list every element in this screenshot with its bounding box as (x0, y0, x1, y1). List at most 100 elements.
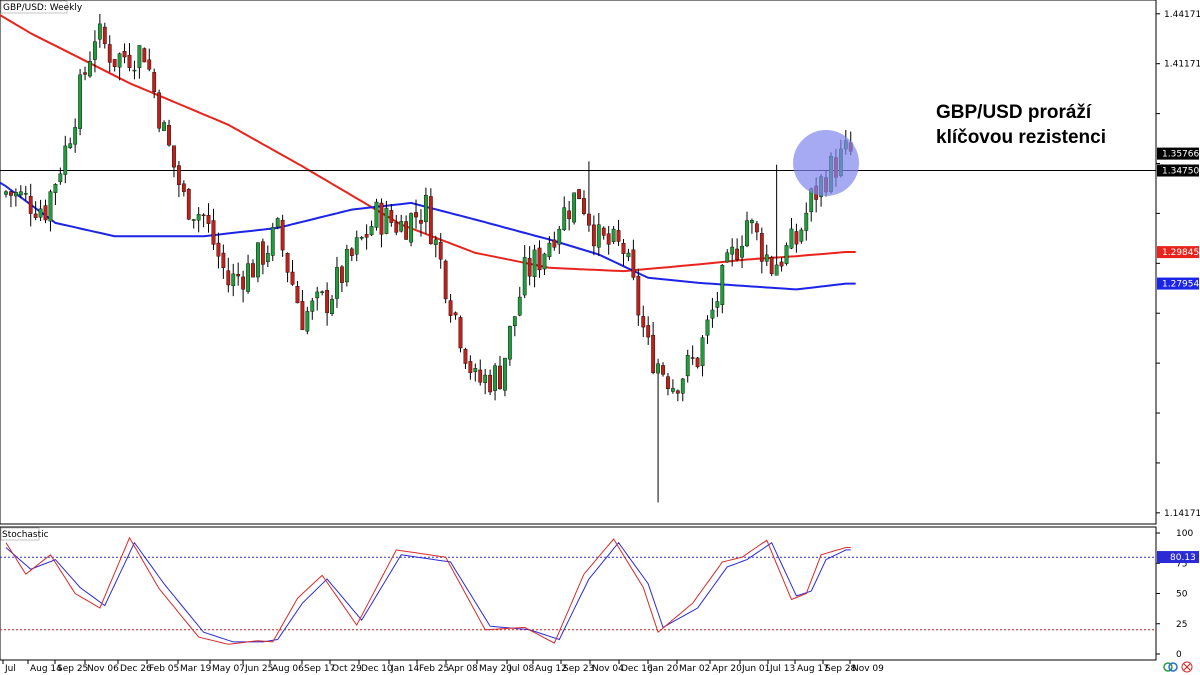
price-label-box (1157, 277, 1199, 290)
candle-body (33, 213, 38, 218)
candle-body (621, 242, 626, 254)
time-tick-label: Jul 08 (508, 664, 534, 674)
candle-body (354, 237, 359, 255)
candle-body (379, 202, 384, 235)
candle-body (631, 249, 636, 278)
candle-body (364, 234, 369, 238)
candle-body (97, 23, 102, 40)
price-tick-label: 1.41171 (1164, 60, 1200, 70)
candle-body (157, 92, 162, 129)
candle-body (201, 214, 206, 217)
time-tick-label: May 20 (479, 664, 512, 674)
candle-body (562, 207, 567, 230)
time-tick-label: Jul (4, 664, 16, 674)
close-icon[interactable] (1181, 661, 1193, 673)
candle-body (4, 191, 8, 195)
candle-body (577, 189, 581, 200)
time-tick-label: Aug 17 (797, 664, 829, 674)
sync-icon[interactable] (1163, 662, 1178, 672)
candle-body (690, 357, 695, 359)
candle-body (147, 59, 152, 70)
candle-body (142, 48, 147, 63)
time-tick-label: Sep 28 (825, 664, 857, 674)
time-tick-label: Aug 14 (30, 664, 62, 674)
time-tick-label: Aug 06 (272, 664, 304, 674)
annotation-line-2: klíčovou rezistenci (936, 127, 1106, 148)
candle-body (48, 191, 53, 222)
candle-body (300, 301, 305, 330)
candle-body (725, 252, 730, 263)
candle-body (799, 229, 804, 242)
stochastic-title: Stochastic (2, 530, 49, 540)
candle-body (463, 348, 468, 364)
candle-body (305, 311, 310, 332)
candle-body (774, 264, 779, 276)
time-tick-label: Nov 06 (87, 664, 119, 674)
candle-body (231, 273, 236, 286)
stochastic-title-box (0, 527, 40, 541)
time-tick-label: Apr 08 (448, 664, 478, 674)
chart-title-box (0, 0, 68, 14)
candle-body (680, 378, 685, 394)
stochastic-tick-label: 0 (1176, 650, 1182, 660)
candles (4, 13, 853, 503)
candle-body (394, 222, 399, 233)
candle-body (211, 220, 216, 245)
candle-body (206, 215, 211, 224)
candle-body (112, 59, 117, 67)
candle-body (186, 188, 191, 220)
price-tick-label: 1.14171 (1164, 509, 1200, 519)
candle-body (552, 239, 557, 248)
chart-title: GBP/USD: Weekly (3, 3, 83, 13)
candle-body (784, 245, 789, 264)
candle-body (18, 191, 23, 196)
price-label: 1.34750 (1162, 167, 1199, 177)
candle-body (675, 390, 680, 394)
price-label: 1.29845 (1162, 248, 1199, 258)
candle-body (512, 316, 517, 327)
price-label: 1.27954 (1162, 280, 1199, 290)
candle-body (280, 219, 285, 251)
candle-body (256, 242, 260, 278)
candle-body (58, 173, 63, 182)
candle-body (601, 227, 606, 236)
candle-body (532, 249, 537, 277)
candle-body (241, 276, 246, 290)
candle-body (349, 248, 354, 256)
candle-body (290, 271, 295, 285)
candle-body (764, 254, 769, 262)
candle-body (285, 253, 290, 273)
candle-body (661, 365, 665, 375)
candle-body (473, 368, 478, 372)
candle-body (162, 122, 166, 131)
candle-body (369, 226, 374, 236)
candle-body (181, 183, 186, 192)
candle-body (122, 51, 127, 58)
candle-body (478, 369, 483, 383)
candle-body (448, 300, 453, 316)
candle-body (226, 270, 231, 286)
candle-body (359, 236, 364, 239)
price-label-box (1157, 246, 1199, 259)
candle-body (389, 210, 394, 223)
candle-body (310, 300, 315, 312)
candle-body (557, 228, 562, 245)
candle-body (216, 242, 221, 257)
candle-body (93, 41, 97, 60)
annotation-line-1: GBP/USD proráží (936, 102, 1092, 123)
candle-body (295, 286, 300, 304)
candle-body (191, 219, 196, 221)
candle-body (196, 214, 201, 221)
stochastic-tick-label: 50 (1176, 590, 1188, 600)
candle-body (221, 252, 226, 269)
stochastic-tick-label: 75 (1176, 559, 1187, 569)
candle-body (260, 241, 265, 265)
candle-body (745, 220, 749, 247)
candle-body (542, 253, 547, 270)
candle-body (236, 274, 241, 277)
candle-body (132, 69, 137, 72)
candle-body (433, 239, 438, 245)
candle-body (705, 319, 710, 336)
time-tick-label: Mar 02 (679, 664, 710, 674)
